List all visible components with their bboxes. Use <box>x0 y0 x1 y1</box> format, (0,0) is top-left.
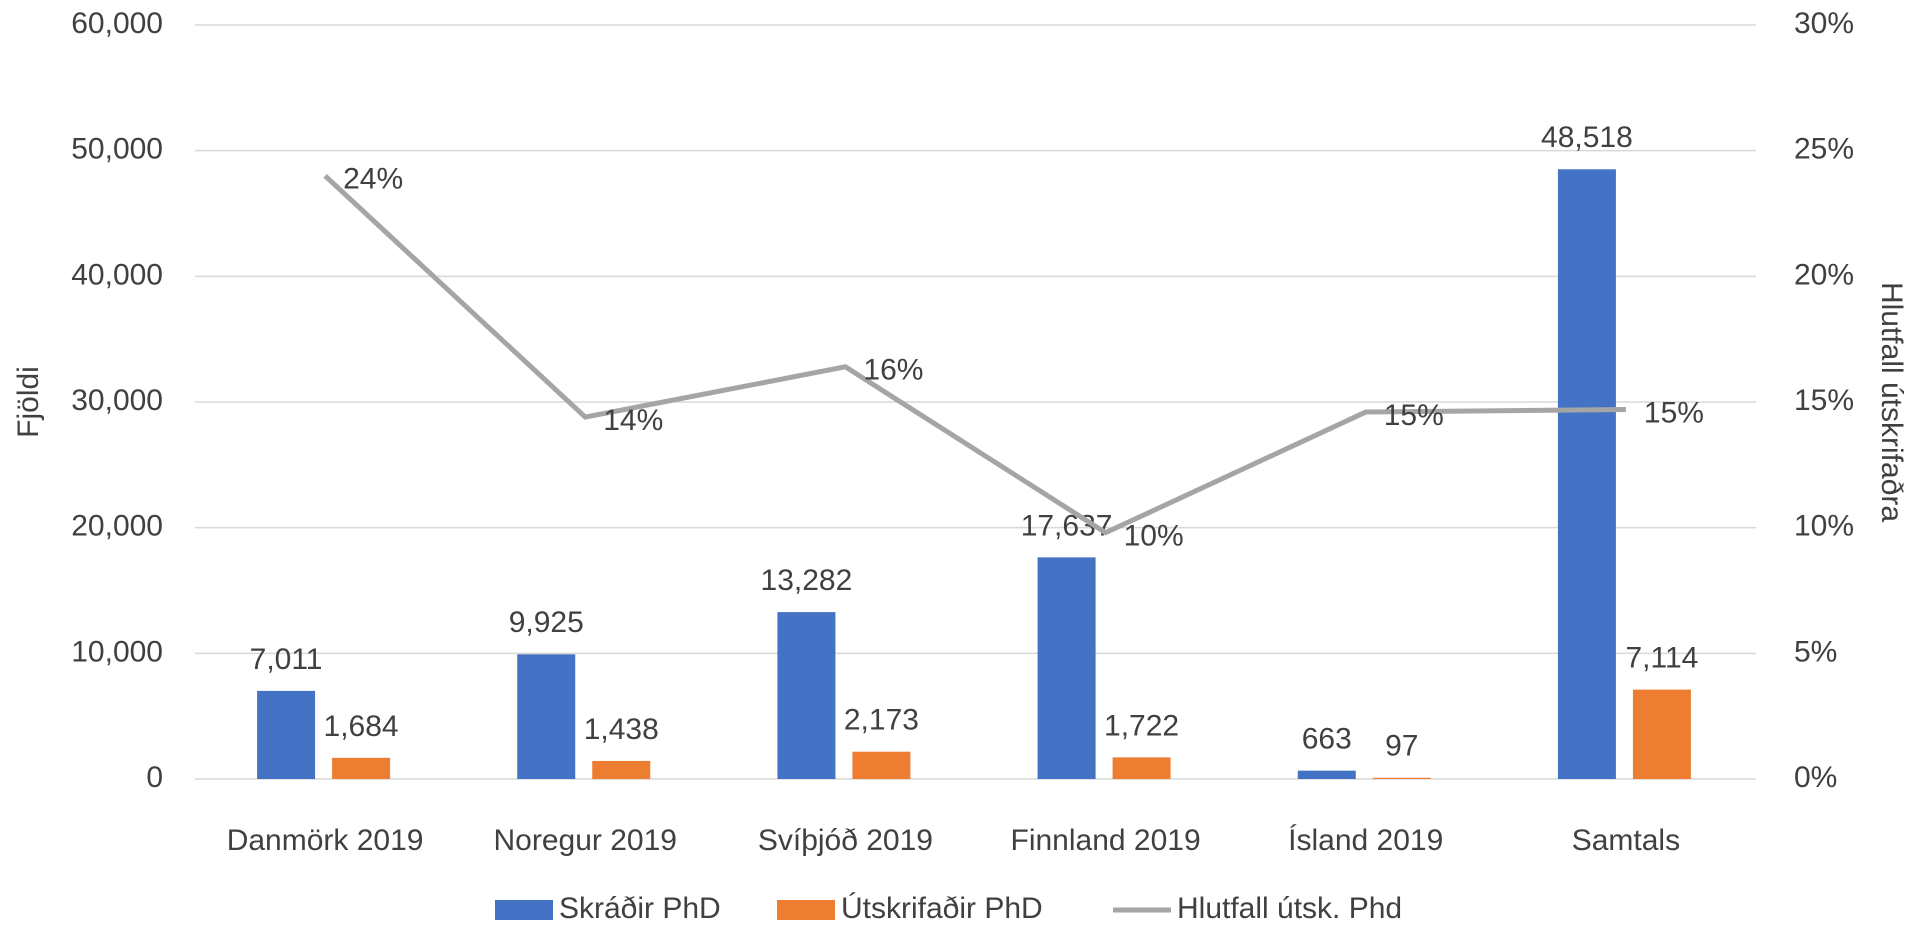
x-tick-label: Danmörk 2019 <box>227 824 424 857</box>
line-label: 14% <box>603 404 663 437</box>
line-label: 15% <box>1384 399 1444 432</box>
bar <box>1557 169 1616 779</box>
y2-tick-label: 10% <box>1794 510 1854 543</box>
y2-axis-title: Hlutfall útskrifaðra <box>1875 282 1908 522</box>
y-tick-label: 10,000 <box>71 635 163 668</box>
data-label: 48,518 <box>1541 121 1633 154</box>
data-label: 9,925 <box>509 606 584 639</box>
data-label: 1,722 <box>1104 709 1179 742</box>
bar <box>1112 757 1171 779</box>
bar <box>592 760 651 779</box>
bar <box>852 751 911 779</box>
y-tick-label: 20,000 <box>71 510 163 543</box>
x-tick-label: Noregur 2019 <box>494 824 677 857</box>
line-label: 10% <box>1124 520 1184 553</box>
legend-swatch <box>495 900 553 920</box>
x-tick-label: Samtals <box>1572 824 1680 857</box>
data-label: 2,173 <box>844 704 919 737</box>
bar <box>332 757 391 779</box>
x-tick-label: Svíþjóð 2019 <box>758 824 933 857</box>
data-label: 1,438 <box>584 713 659 746</box>
legend-label: Skráðir PhD <box>559 892 721 925</box>
line <box>323 173 1626 536</box>
data-label: 7,114 <box>1625 642 1698 675</box>
line-label: 24% <box>343 163 403 196</box>
y2-tick-label: 5% <box>1794 635 1837 668</box>
bar <box>1297 770 1356 779</box>
legend-swatch <box>777 900 835 920</box>
bar <box>1632 689 1691 779</box>
y-tick-label: 40,000 <box>71 258 163 291</box>
bar <box>1372 777 1431 779</box>
data-label: 7,011 <box>250 643 323 676</box>
line-label: 15% <box>1644 396 1704 429</box>
legend-label: Útskrifaðir PhD <box>841 892 1043 925</box>
line-label: 16% <box>863 354 923 387</box>
bar <box>517 654 576 779</box>
y2-tick-label: 25% <box>1794 133 1854 166</box>
y2-tick-label: 30% <box>1794 7 1854 40</box>
y2-tick-label: 15% <box>1794 384 1854 417</box>
data-label: 13,282 <box>761 564 853 597</box>
y-axis-title: Fjöldi <box>12 366 45 438</box>
y-tick-label: 30,000 <box>71 384 163 417</box>
bar <box>1037 557 1096 779</box>
y2-tick-label: 0% <box>1794 761 1837 794</box>
bar <box>777 612 836 779</box>
legend-label: Hlutfall útsk. Phd <box>1177 892 1402 925</box>
y-tick-label: 60,000 <box>71 7 163 40</box>
x-tick-label: Finnland 2019 <box>1011 824 1201 857</box>
y2-tick-label: 20% <box>1794 258 1854 291</box>
data-label: 1,684 <box>324 710 399 743</box>
data-label: 663 <box>1302 723 1352 756</box>
x-tick-label: Ísland 2019 <box>1288 824 1443 857</box>
bar <box>257 690 316 779</box>
y-tick-label: 0 <box>146 761 163 794</box>
data-label: 97 <box>1385 730 1418 763</box>
y-tick-label: 50,000 <box>71 133 163 166</box>
